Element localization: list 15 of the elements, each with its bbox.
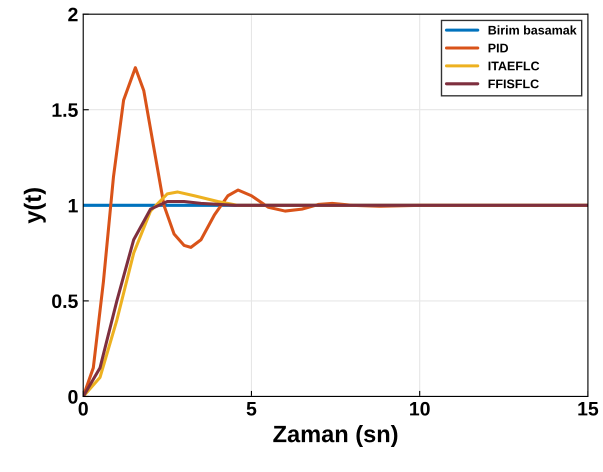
legend-label: Birim basamak: [488, 25, 577, 35]
y-tick-label: 1.5: [52, 103, 78, 117]
y-tick-label: 0.5: [52, 294, 78, 308]
y-tick-label: 2: [68, 8, 78, 22]
x-tick-label: 15: [578, 402, 598, 416]
y-tick-label: 0: [68, 390, 78, 404]
legend-label: ITAEFLC: [488, 62, 540, 70]
y-axis-title: y(t): [24, 188, 46, 224]
x-tick-label: 10: [410, 402, 430, 416]
x-axis-title: Zaman (sn): [273, 425, 398, 448]
legend-label: PID: [488, 44, 508, 52]
legend-label: FFISFLC: [488, 79, 539, 88]
x-tick-label: 0: [78, 402, 88, 416]
y-tick-label: 1: [68, 198, 78, 212]
x-tick-label: 5: [246, 402, 256, 416]
